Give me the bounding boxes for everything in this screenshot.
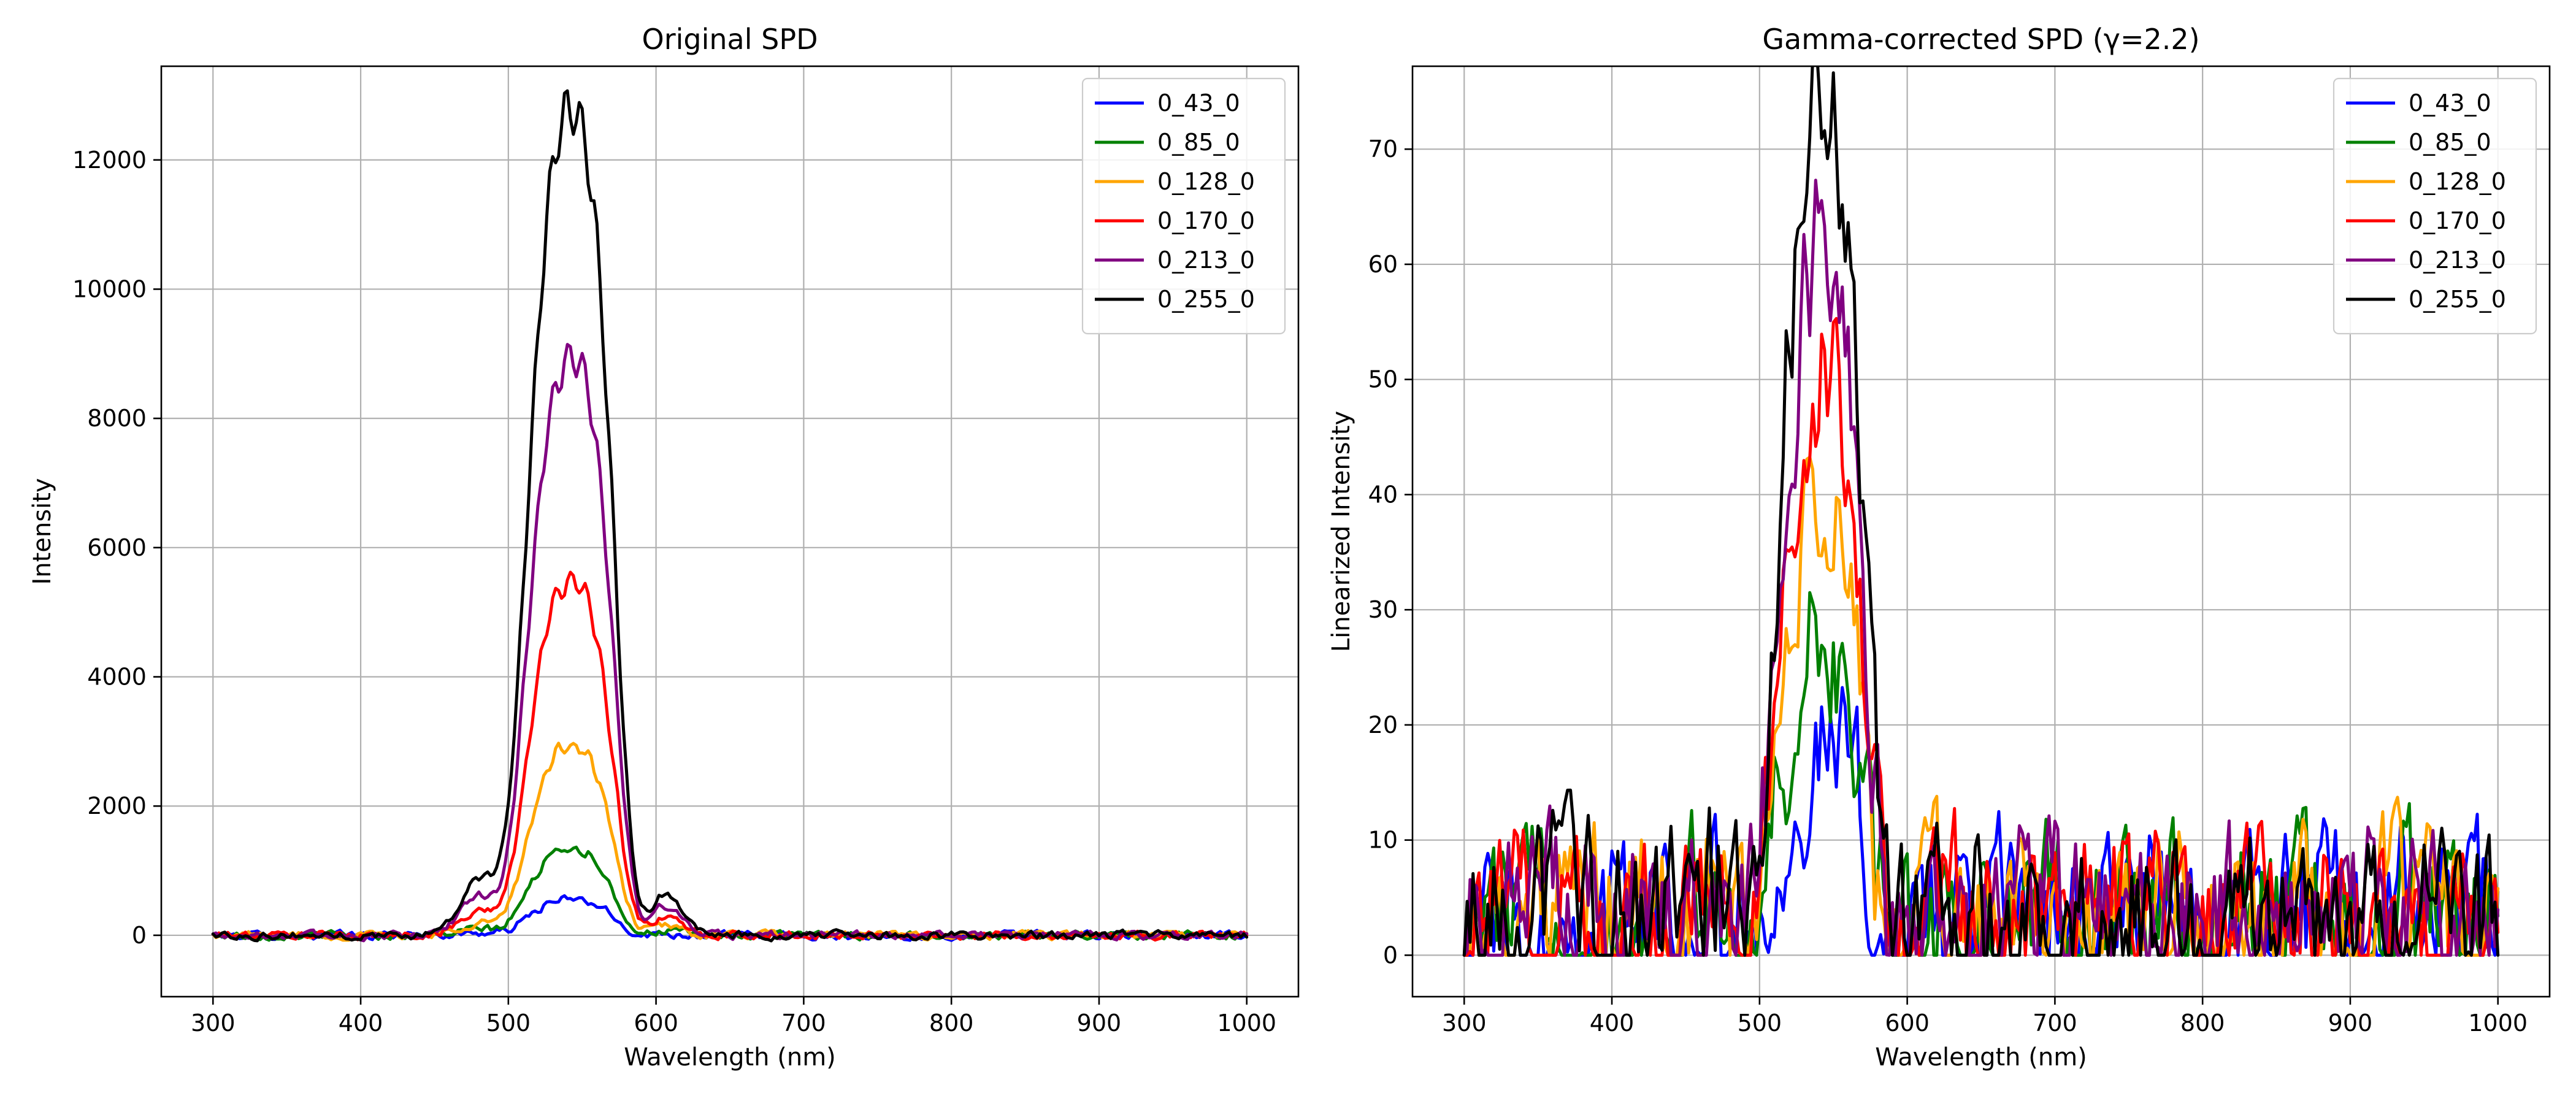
legend-label: 0_170_0 — [2409, 207, 2506, 234]
x-tick-label: 700 — [2033, 1010, 2077, 1037]
series-line-0_213_0 — [211, 343, 1249, 943]
x-axis-label: Wavelength (nm) — [624, 1043, 836, 1071]
y-tick-label: 10000 — [72, 275, 147, 302]
legend-label: 0_213_0 — [1157, 247, 1255, 274]
legend: 0_43_0 0_85_0 0_128_0 0_170_0 0_213_0 0_255_0 — [2333, 77, 2537, 335]
legend-label: 0_255_0 — [1157, 286, 1255, 313]
x-tick-label: 500 — [1738, 1010, 1782, 1037]
x-tick-label: 1000 — [2468, 1010, 2528, 1037]
y-tick-label: 20 — [1368, 711, 1398, 738]
y-tick-label: 2000 — [87, 792, 147, 819]
x-tick-label: 600 — [634, 1010, 678, 1037]
y-tick-label: 10 — [1368, 827, 1398, 854]
y-tick-label: 0 — [132, 922, 147, 949]
y-tick-label: 6000 — [87, 534, 147, 561]
x-tick-label: 600 — [1885, 1010, 1930, 1037]
x-tick-label: 900 — [1077, 1010, 1122, 1037]
chart-original-spd: 300 400 500 600 700 800 900 1000020004000600080… — [28, 23, 1300, 1071]
chart-title: Gamma-corrected SPD (γ=2.2) — [1762, 23, 2199, 56]
x-tick-label: 400 — [339, 1010, 383, 1037]
plot-area — [211, 89, 1249, 943]
legend: 0_43_0 0_85_0 0_128_0 0_170_0 0_213_0 0_255_0 — [1081, 77, 1286, 335]
y-tick-label: 50 — [1368, 366, 1398, 393]
x-tick-label: 300 — [1442, 1010, 1487, 1037]
x-tick-label: 300 — [191, 1010, 236, 1037]
axes-frame — [1411, 65, 2551, 998]
x-tick-label: 700 — [781, 1010, 826, 1037]
y-tick-label: 4000 — [87, 664, 147, 691]
plot-area — [1462, 66, 2500, 957]
y-axis-label: Linearized Intensity — [1327, 411, 1355, 652]
chart-gamma-corrected-spd: 300 400 500 600 700 800 900 1000 0 10 20 30 40 50 60 70… — [1327, 23, 2551, 1071]
y-axis-label: Intensity — [28, 478, 56, 585]
legend-label: 0_213_0 — [2409, 247, 2506, 274]
legend-label: 0_170_0 — [1157, 207, 1255, 234]
y-tick-label: 70 — [1368, 136, 1398, 163]
x-axis-label: Wavelength (nm) — [1875, 1043, 2087, 1071]
series-line-0_85_0 — [211, 845, 1249, 942]
y-tick-label: 0 — [1383, 941, 1398, 968]
x-tick-label: 800 — [2180, 1010, 2225, 1037]
legend-label: 0_85_0 — [2409, 129, 2491, 156]
x-tick-label: 900 — [2328, 1010, 2373, 1037]
legend-label: 0_255_0 — [2409, 286, 2506, 313]
series-line-0_170_0 — [211, 570, 1249, 942]
y-tick-label: 60 — [1368, 251, 1398, 278]
axes-frame — [160, 65, 1300, 998]
legend-label: 0_128_0 — [1157, 168, 1255, 195]
series-line-0_255_0 — [211, 89, 1249, 943]
y-tick-label: 8000 — [87, 405, 147, 432]
x-tick-label: 500 — [486, 1010, 531, 1037]
legend-label: 0_85_0 — [1157, 129, 1240, 156]
series-line-0_255_0 — [1462, 66, 2500, 957]
x-tick-label: 400 — [1590, 1010, 1635, 1037]
y-tick-label: 30 — [1368, 596, 1398, 623]
series-line-0_128_0 — [211, 742, 1249, 942]
legend-label: 0_43_0 — [2409, 90, 2491, 117]
x-tick-label: 1000 — [1217, 1010, 1276, 1037]
chart-title: Original SPD — [642, 23, 818, 56]
legend-label: 0_128_0 — [2409, 168, 2506, 195]
y-tick-label: 40 — [1368, 481, 1398, 508]
y-tick-label: 12000 — [72, 147, 147, 174]
x-tick-label: 800 — [929, 1010, 974, 1037]
legend-label: 0_43_0 — [1157, 90, 1240, 117]
